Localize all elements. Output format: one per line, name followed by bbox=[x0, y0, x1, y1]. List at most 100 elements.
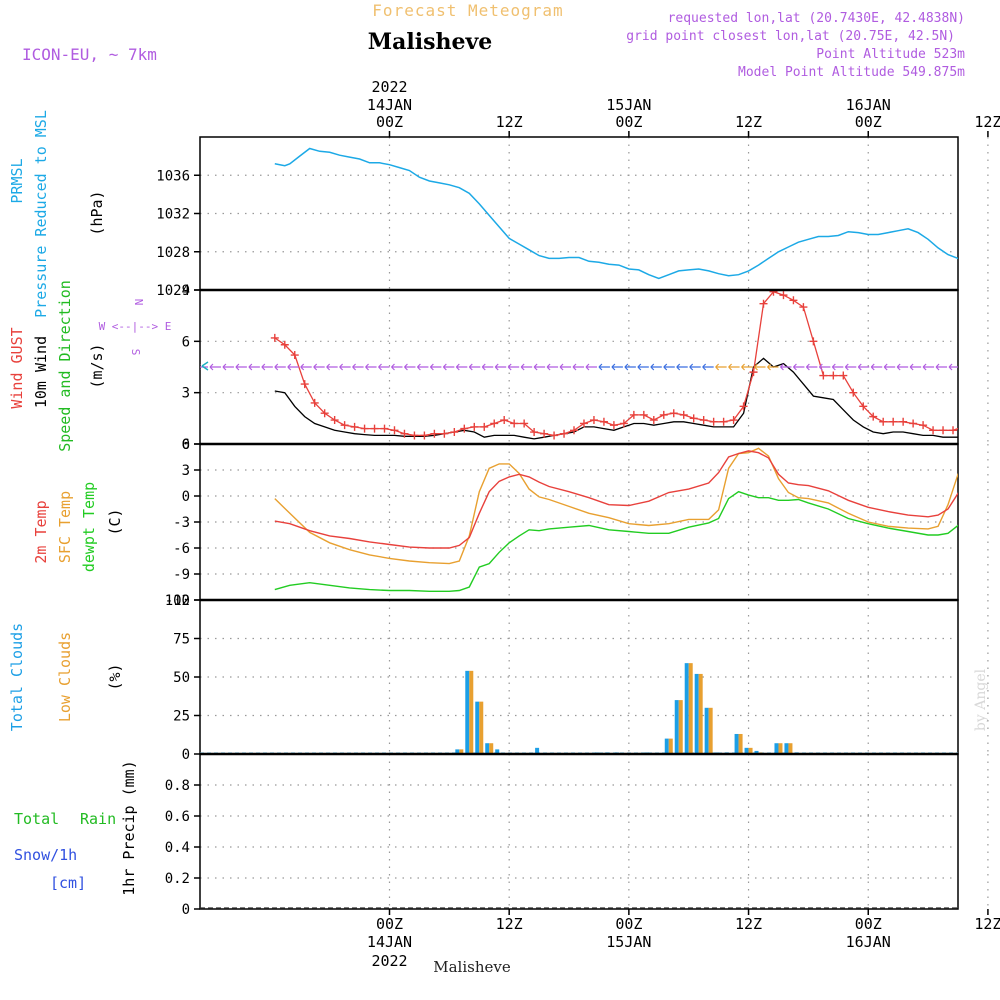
snow-unit-label: [cm] bbox=[50, 874, 86, 892]
time-label: 12Z bbox=[735, 915, 762, 933]
gust-marker bbox=[599, 417, 608, 426]
wind-arrow bbox=[831, 363, 844, 371]
wind-arrow bbox=[339, 363, 351, 371]
low-cloud-bar bbox=[479, 701, 484, 754]
time-label: 00Z bbox=[376, 915, 403, 933]
precip-unit-label: 1hr Precip (mm) bbox=[120, 760, 138, 895]
model-altitude: Model Point Altitude 549.875m bbox=[738, 65, 965, 80]
y-tick-label: 0 bbox=[182, 902, 190, 918]
time-label: 00Z bbox=[855, 113, 882, 131]
gust-marker bbox=[739, 402, 748, 411]
temp-unit-label: (C) bbox=[106, 508, 124, 535]
gust-marker bbox=[560, 429, 569, 438]
time-label: 14JAN bbox=[367, 933, 412, 951]
pressure-msl-label: Pressure Reduced to MSL bbox=[32, 110, 50, 318]
gust-marker bbox=[779, 291, 788, 300]
y-tick-label: 0 bbox=[182, 747, 190, 763]
wind-arrow bbox=[728, 363, 740, 371]
wind-arrow bbox=[585, 363, 597, 371]
gust-marker bbox=[769, 290, 778, 296]
total-cloud-bar bbox=[734, 733, 739, 754]
precip-panel-labels: Total Rain Snow/1h [cm] 1hr Precip (mm) bbox=[14, 760, 138, 895]
gust-marker bbox=[859, 402, 868, 411]
total-cloud-bar bbox=[455, 749, 460, 754]
y-tick-label: 1032 bbox=[156, 207, 190, 223]
low-cloud-bar bbox=[688, 663, 693, 754]
total-cloud-bar bbox=[495, 749, 500, 754]
gust-marker bbox=[340, 421, 349, 430]
wind-arrow bbox=[948, 363, 958, 371]
y-tick-label: 25 bbox=[173, 709, 190, 725]
time-label: 00Z bbox=[615, 113, 642, 131]
point-altitude: Point Altitude 523m bbox=[816, 47, 965, 62]
wind-arrow bbox=[767, 363, 779, 371]
gust-marker bbox=[799, 303, 808, 312]
snow-label: Snow/1h bbox=[14, 846, 77, 864]
gust-marker bbox=[749, 368, 758, 377]
gust-marker bbox=[689, 414, 698, 423]
low-cloud-bar bbox=[788, 743, 793, 754]
clouds-panel: 0 25 50 75 100 bbox=[165, 593, 989, 763]
pressure-panel: 1024 1028 1032 1036 bbox=[156, 136, 989, 299]
gust-marker bbox=[280, 340, 289, 349]
gust-marker bbox=[929, 426, 938, 435]
wind-arrow bbox=[741, 363, 753, 371]
gust-marker bbox=[460, 424, 469, 433]
wind-dir-label: Speed and Direction bbox=[56, 280, 74, 452]
gust-marker bbox=[360, 424, 369, 433]
wind-speed-line bbox=[274, 357, 958, 440]
total-cloud-bar bbox=[694, 673, 699, 754]
compass-we: W <--|--> E bbox=[99, 320, 172, 333]
wind-arrow bbox=[391, 363, 403, 371]
time-label: 12Z bbox=[974, 915, 1000, 933]
gust-marker bbox=[679, 410, 688, 419]
wind-direction-arrows bbox=[200, 361, 958, 371]
wind-arrow bbox=[416, 363, 429, 371]
rain-label: Rain bbox=[80, 810, 116, 828]
gust-markers bbox=[270, 290, 987, 440]
wind-arrow bbox=[365, 363, 377, 371]
gust-marker bbox=[450, 428, 459, 437]
y-tick-label: 50 bbox=[173, 670, 190, 686]
gust-marker bbox=[979, 428, 987, 436]
precip-panel: 0 0.2 0.4 0.6 0.8 bbox=[165, 753, 989, 918]
top-title: Forecast Meteogram bbox=[372, 1, 563, 20]
panels: 10241028103210360369-12-9-6-303602550751… bbox=[156, 136, 989, 918]
temperature-panel: -12 -9 -6 -3 0 3 6 bbox=[165, 437, 989, 609]
y-tick-label: 9 bbox=[182, 283, 190, 299]
wind-arrow bbox=[287, 363, 299, 371]
wind-arrow bbox=[209, 363, 221, 371]
gust-marker bbox=[400, 429, 409, 438]
wind-arrow bbox=[896, 363, 909, 371]
y-tick-label: -3 bbox=[173, 515, 190, 531]
gust-marker bbox=[550, 431, 559, 440]
gust-marker bbox=[310, 398, 319, 407]
total-cloud-bar bbox=[684, 663, 689, 754]
gust-marker bbox=[729, 416, 738, 425]
wind-arrow bbox=[637, 363, 649, 371]
gust-marker bbox=[320, 409, 329, 418]
gust-marker bbox=[899, 417, 908, 426]
wind-arrow bbox=[572, 363, 585, 371]
wind-arrow bbox=[481, 363, 494, 371]
requested-coords: requested lon,lat (20.7430E, 42.4838N) bbox=[668, 11, 965, 26]
gust-marker bbox=[919, 421, 928, 430]
wind-arrow bbox=[598, 363, 610, 371]
temp-2m-line bbox=[274, 450, 958, 549]
y-tick-label: 1028 bbox=[156, 245, 190, 261]
time-label: 14JAN bbox=[367, 96, 412, 114]
wind-arrow bbox=[676, 363, 688, 371]
time-label: 12Z bbox=[496, 915, 523, 933]
total-cloud-bar bbox=[744, 747, 749, 754]
time-label: 00Z bbox=[376, 113, 403, 131]
y-tick-label: 3 bbox=[182, 386, 190, 402]
y-tick-label: -6 bbox=[173, 541, 190, 557]
total-cloud-bar bbox=[485, 743, 490, 754]
gust-marker bbox=[829, 371, 838, 380]
time-label: 15JAN bbox=[606, 96, 651, 114]
gust-marker bbox=[809, 337, 818, 346]
gust-marker bbox=[819, 371, 828, 380]
gust-marker bbox=[490, 419, 499, 428]
